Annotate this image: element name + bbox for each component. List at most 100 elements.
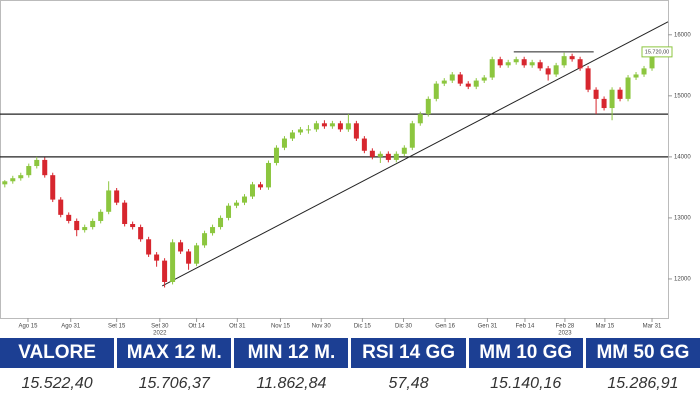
candle-body: [569, 56, 575, 60]
candle-body: [42, 159, 48, 176]
candle-body: [249, 184, 255, 197]
table-header: MAX 12 M.: [117, 338, 232, 368]
y-tick-label: 14000: [674, 154, 691, 160]
candle-body: [297, 129, 303, 133]
candle-body: [337, 123, 343, 130]
candle-body: [313, 123, 319, 130]
candle-body: [441, 80, 447, 84]
candle-body: [489, 59, 495, 78]
candle-body: [497, 59, 503, 66]
candle-body: [154, 254, 160, 261]
candle-body: [146, 239, 152, 255]
trend-line: [161, 21, 669, 287]
candle-body: [234, 202, 240, 206]
candle-body: [481, 77, 487, 81]
candle-body: [385, 153, 391, 160]
candle-body: [425, 98, 431, 115]
candle-body: [505, 62, 511, 66]
x-tick-label: Ott 14: [188, 324, 205, 330]
candle-body: [305, 129, 311, 131]
plot-frame: [0, 0, 669, 319]
candle-body: [90, 220, 96, 228]
x-tick-label: Mar 15: [596, 324, 615, 330]
candle-body: [186, 251, 192, 264]
candle-body: [114, 190, 120, 203]
candle-body: [617, 89, 623, 99]
candle-body: [409, 123, 415, 148]
candle-body: [210, 227, 216, 234]
price-tag-label: 15.720,00: [645, 49, 669, 55]
candle-body: [2, 181, 8, 185]
candle-body: [18, 175, 24, 179]
candle-body: [633, 74, 639, 78]
candle-body: [625, 77, 631, 99]
candle-body: [465, 83, 471, 87]
candle-body: [529, 62, 535, 66]
candle-body: [513, 59, 519, 63]
y-tick-label: 16000: [674, 32, 691, 38]
table-value: 15.286,91: [607, 375, 679, 392]
candle-body: [417, 114, 423, 124]
candle-body: [106, 190, 112, 212]
candle-body: [10, 178, 16, 182]
candle-body: [66, 214, 72, 221]
y-tick-label: 13000: [674, 215, 691, 221]
candle-body: [122, 202, 128, 225]
candle-body: [601, 98, 607, 109]
y-tick-label: 12000: [674, 277, 691, 283]
candle-body: [353, 123, 359, 139]
candle-body: [170, 242, 176, 282]
candle-body: [138, 227, 144, 240]
x-tick-label: Nov 30: [312, 324, 332, 330]
x-tick-label: Gen 31: [478, 324, 498, 330]
stats-table: VALORE MAX 12 M. MIN 12 M. RSI 14 GG MM 10 G…: [0, 338, 700, 400]
table-value: 11.862,84: [256, 375, 327, 392]
candle-body: [593, 89, 599, 99]
table-value: 15.522,40: [21, 375, 93, 392]
table-value: 57,48: [388, 375, 429, 392]
candle-body: [449, 74, 455, 81]
candle-body: [74, 220, 80, 231]
candle-body: [273, 147, 279, 163]
y-tick-label: 15000: [674, 93, 691, 99]
candle-body: [281, 138, 287, 148]
candle-body: [218, 217, 224, 228]
candle-body: [50, 175, 56, 200]
x-tick-label: Set 30: [151, 324, 169, 330]
x-tick-label: Dic 15: [354, 324, 372, 330]
candle-body: [561, 56, 567, 66]
candle-body: [609, 89, 615, 109]
table-header: MM 50 GG: [585, 338, 700, 368]
candle-body: [82, 227, 88, 231]
candle-body: [289, 132, 295, 139]
table-header: MM 10 GG: [468, 338, 583, 368]
candle-body: [194, 245, 200, 264]
candle-body: [34, 159, 40, 167]
candle-body: [553, 65, 559, 75]
candle-body: [545, 68, 551, 75]
year-label: 2022: [153, 331, 167, 336]
x-tick-label: Ott 31: [229, 324, 246, 330]
x-tick-label: Set 15: [108, 324, 126, 330]
x-tick-label: Dic 30: [395, 324, 413, 330]
table-value: 15.140,16: [490, 375, 562, 392]
candle-body: [321, 123, 327, 127]
candle-body: [98, 211, 104, 221]
candle-body: [473, 80, 479, 87]
candle-body: [162, 260, 168, 282]
candle-body: [178, 242, 184, 252]
table-header: VALORE: [0, 338, 115, 368]
x-tick-label: Feb 28: [556, 324, 575, 330]
candle-body: [369, 150, 375, 157]
candle-body: [577, 59, 583, 69]
table-value: 15.706,37: [138, 375, 210, 392]
candle-body: [433, 83, 439, 99]
candle-body: [58, 199, 64, 215]
candle-body: [641, 68, 647, 75]
chart: 12000 13000 14000 15000 16000 Ago 15 Ago 31 Set…: [0, 0, 691, 336]
candle-body: [401, 147, 407, 154]
x-tick-label: Mar 31: [643, 324, 662, 330]
candle-body: [345, 123, 351, 130]
candle-body: [457, 74, 463, 84]
